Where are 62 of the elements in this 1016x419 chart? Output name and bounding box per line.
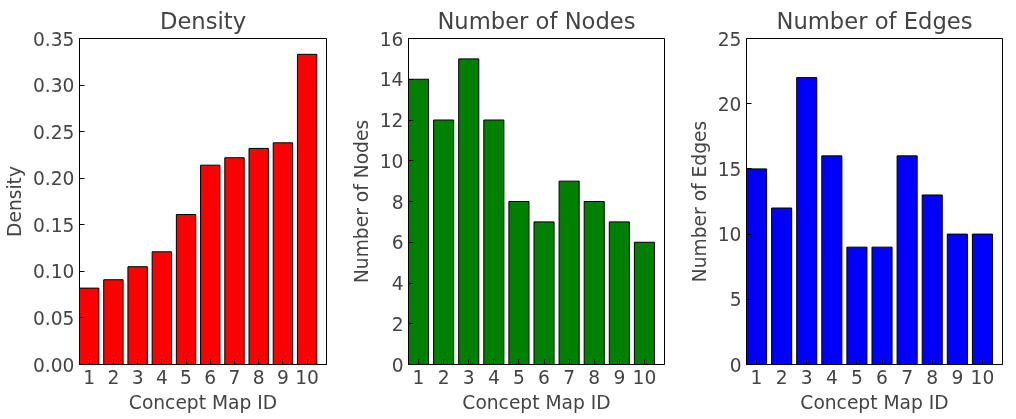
x-tick-label: 3 [800, 366, 813, 388]
y-axis-title: Number of Nodes [350, 119, 372, 284]
x-tick-label: 8 [252, 366, 265, 388]
y-axis-title: Density [3, 166, 25, 237]
x-tick-label: 1 [750, 366, 763, 388]
x-tick-label: 6 [538, 366, 550, 388]
y-tick-label: 2 [391, 313, 404, 335]
x-tick-label: 7 [901, 366, 914, 388]
x-tick-label: 9 [951, 366, 964, 388]
y-tick-label: 5 [729, 289, 742, 311]
y-tick-label: 0.15 [32, 214, 75, 236]
x-tick-label: 3 [462, 366, 475, 388]
y-tick-label: 15 [717, 158, 742, 180]
x-axis-title: Concept Map ID [800, 391, 949, 413]
x-tick-label: 5 [851, 366, 863, 388]
y-tick-label: 16 [379, 28, 404, 50]
x-tick-label: 8 [588, 366, 601, 388]
x-axis-title: Concept Map ID [128, 391, 278, 413]
y-axis-title: Number of Edges [688, 120, 710, 283]
y-tick-label: 14 [379, 69, 404, 91]
x-tick-label: 5 [513, 366, 525, 388]
y-tick-label: 20 [717, 93, 742, 115]
x-tick-label: 2 [775, 366, 788, 388]
x-tick-label: 9 [276, 366, 289, 388]
y-tick-label: 0 [391, 354, 404, 376]
x-tick-label: 9 [613, 366, 626, 388]
x-tick-label: 6 [876, 366, 888, 388]
y-tick-label: 10 [717, 224, 742, 246]
x-tick-label: 8 [926, 366, 939, 388]
x-tick-label: 10 [632, 366, 657, 388]
y-tick-label: 25 [717, 28, 742, 50]
chart-title: Number of Edges [776, 7, 973, 34]
y-tick-label: 10 [379, 150, 404, 172]
y-tick-label: 0.30 [32, 75, 75, 97]
x-axis-title: Concept Map ID [462, 391, 611, 413]
x-tick-label: 1 [83, 366, 96, 388]
y-tick-label: 0.05 [32, 307, 75, 329]
x-tick-label: 2 [437, 366, 450, 388]
x-tick-label: 2 [107, 366, 120, 388]
y-tick-label: 0 [729, 354, 742, 376]
y-tick-label: 4 [391, 273, 404, 294]
chart-title: Density [159, 7, 247, 34]
x-tick-label: 4 [825, 366, 838, 388]
chart-title: Number of Nodes [437, 7, 636, 34]
x-tick-label: 4 [487, 366, 500, 388]
y-tick-label: 0.10 [32, 261, 75, 283]
x-tick-label: 6 [204, 366, 217, 388]
y-tick-label: 6 [391, 232, 404, 254]
x-tick-label: 4 [155, 366, 168, 388]
x-tick-label: 7 [228, 366, 241, 388]
y-tick-label: 0.35 [32, 28, 75, 50]
x-tick-label: 10 [970, 366, 995, 388]
x-tick-label: 5 [180, 366, 192, 388]
x-tick-label: 3 [131, 366, 144, 388]
y-tick-label: 0.20 [32, 168, 75, 190]
y-tick-label: 0.25 [32, 121, 75, 143]
y-tick-label: 0.00 [32, 354, 75, 376]
x-tick-label: 10 [295, 366, 320, 388]
x-tick-label: 7 [563, 366, 576, 388]
y-tick-label: 12 [379, 110, 404, 131]
x-tick-label: 1 [412, 366, 425, 388]
y-tick-label: 8 [391, 191, 404, 213]
